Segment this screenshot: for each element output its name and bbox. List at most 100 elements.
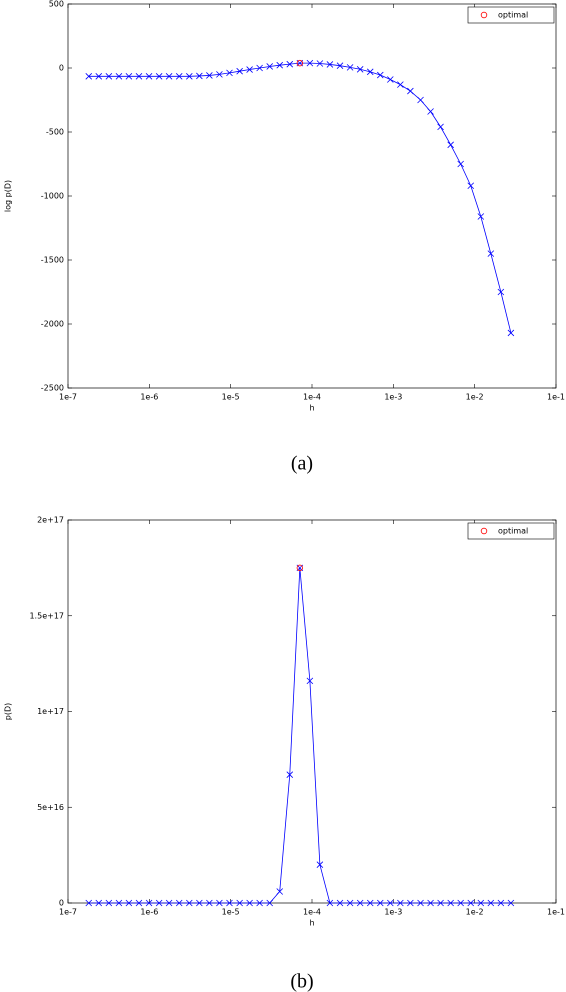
x-marker	[366, 68, 374, 76]
y-tick-label: 0	[59, 64, 64, 73]
legend-box	[467, 6, 555, 24]
x-marker	[256, 64, 263, 72]
x-marker	[165, 899, 173, 907]
x-marker	[85, 899, 93, 907]
x-marker	[387, 76, 394, 83]
x-marker	[85, 73, 93, 80]
x-marker	[467, 182, 475, 190]
y-tick-label: 2e+17	[37, 516, 64, 525]
x-marker	[186, 899, 193, 907]
x-marker	[497, 288, 505, 296]
x-marker	[417, 96, 424, 104]
x-tick-label: 1e-3	[384, 393, 402, 402]
x-marker	[135, 899, 143, 907]
x-marker	[175, 899, 183, 907]
x-axis-label: h	[309, 404, 314, 413]
x-marker	[346, 64, 354, 71]
x-marker	[507, 329, 515, 337]
x-marker	[356, 65, 364, 73]
x-marker	[487, 250, 495, 257]
x-tick-label: 1e-6	[140, 393, 158, 402]
x-marker	[447, 899, 454, 907]
plot-frame	[67, 519, 557, 904]
y-tick-label: 1.5e+17	[29, 611, 64, 620]
x-marker	[397, 899, 404, 907]
x-marker	[236, 67, 243, 75]
x-marker	[256, 899, 263, 907]
caption: (b)	[290, 971, 313, 992]
x-tick-label: 1e-4	[303, 393, 321, 402]
x-marker	[196, 899, 203, 907]
legend-marker	[480, 11, 488, 19]
x-marker	[427, 108, 434, 115]
x-marker	[266, 899, 273, 907]
x-marker	[105, 899, 113, 907]
x-marker	[206, 72, 213, 79]
x-marker	[226, 899, 233, 907]
x-tick-label: 1e-1	[547, 393, 565, 402]
x-marker	[266, 63, 273, 70]
x-marker	[397, 81, 404, 88]
x-marker	[336, 62, 344, 69]
x-marker	[407, 899, 414, 907]
x-marker	[145, 73, 153, 80]
data-line	[88, 567, 511, 904]
x-marker	[457, 899, 464, 907]
x-marker	[457, 160, 464, 168]
x-marker	[95, 73, 103, 80]
x-tick-label: 1e-1	[547, 908, 565, 917]
x-tick-label: 1e-3	[384, 908, 402, 917]
x-tick-label: 1e-2	[466, 393, 484, 402]
y-tick-label: 0	[59, 899, 64, 908]
x-marker	[477, 899, 485, 907]
y-tick-label: -500	[46, 128, 64, 137]
x-marker	[387, 899, 394, 907]
x-marker	[246, 899, 253, 907]
x-marker	[155, 73, 163, 80]
x-marker	[326, 899, 334, 907]
x-tick-label: 1e-5	[222, 393, 240, 402]
x-marker	[125, 899, 133, 907]
x-marker	[477, 213, 485, 220]
x-axis-label: h	[309, 919, 314, 928]
x-marker	[376, 899, 384, 907]
x-marker	[286, 771, 294, 778]
y-axis-label: log p(D)	[4, 180, 13, 212]
y-tick-label: -2000	[41, 320, 64, 329]
x-marker	[306, 59, 314, 67]
x-marker	[135, 73, 143, 80]
y-axis-label: p(D)	[4, 703, 13, 720]
x-marker	[437, 899, 444, 907]
x-marker	[417, 899, 424, 907]
x-marker	[186, 73, 193, 80]
x-marker	[376, 71, 384, 79]
legend-label: optimal	[498, 11, 528, 20]
x-marker	[346, 899, 354, 907]
x-marker	[467, 899, 475, 907]
x-marker	[316, 861, 324, 868]
x-marker	[216, 899, 223, 907]
x-marker	[336, 899, 344, 907]
x-marker	[427, 899, 434, 907]
x-marker	[366, 899, 374, 907]
x-tick-label: 1e-5	[222, 908, 240, 917]
x-marker	[115, 899, 123, 907]
x-marker	[216, 71, 223, 78]
x-tick-label: 1e-7	[59, 393, 77, 402]
y-tick-label: -2500	[41, 384, 64, 393]
legend-label: optimal	[498, 527, 528, 536]
y-tick-label: 500	[49, 0, 64, 9]
y-tick-label: -1500	[41, 256, 64, 265]
x-marker	[125, 73, 133, 80]
x-marker	[206, 899, 213, 907]
data-line	[88, 62, 512, 334]
x-marker	[175, 73, 183, 80]
y-tick-label: -1000	[41, 192, 64, 201]
x-marker	[487, 899, 495, 907]
x-marker	[276, 888, 284, 895]
x-marker	[165, 73, 173, 80]
x-tick-label: 1e-6	[140, 908, 158, 917]
optimal-marker	[296, 59, 304, 67]
x-marker	[196, 72, 203, 80]
